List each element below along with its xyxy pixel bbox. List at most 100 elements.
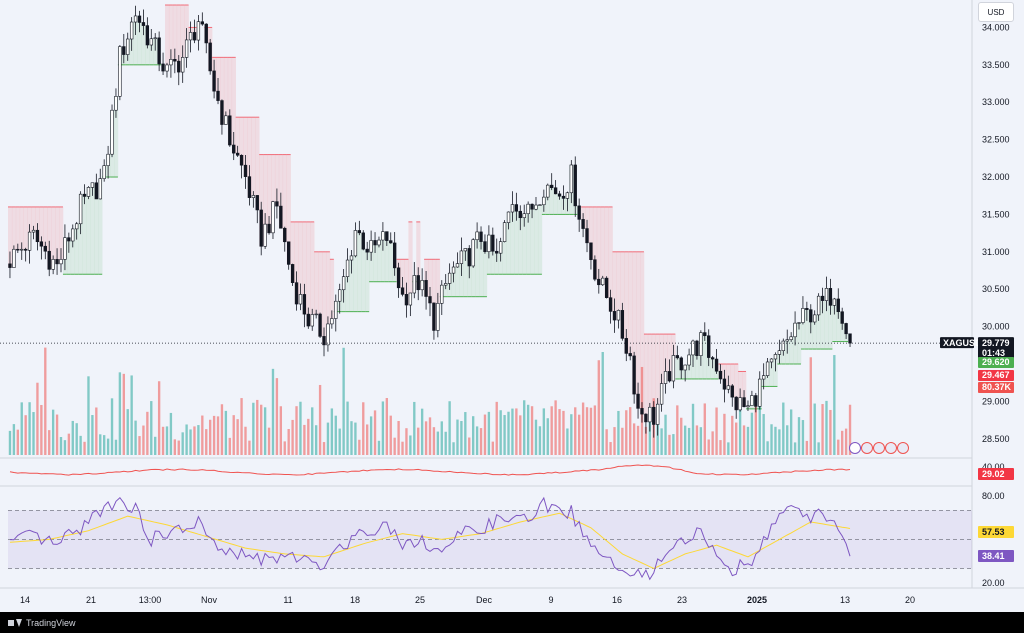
short-stop-fill: [302, 221, 307, 315]
candle-body: [157, 37, 161, 65]
candle-body: [597, 278, 601, 286]
long-stop-fill: [812, 314, 817, 350]
volume-bar: [381, 401, 385, 455]
candle-body: [455, 263, 460, 268]
volume-bar: [829, 409, 832, 455]
volume-bar: [809, 357, 812, 455]
volume-bar: [570, 414, 573, 455]
stop-short-tag: 29.467: [982, 370, 1010, 380]
volume-bar: [208, 419, 212, 455]
volume-bar: [774, 426, 777, 455]
volume-bar: [456, 419, 459, 455]
rsi-tag-bg: [978, 550, 1014, 562]
long-stop-fill: [694, 355, 700, 379]
short-stop-fill: [310, 221, 315, 315]
volume-bar: [138, 436, 141, 455]
volume-bar: [354, 422, 357, 455]
symbol-tag-bg: [940, 337, 974, 349]
long-stop-fill: [94, 198, 99, 275]
rsi-line: [9, 496, 851, 581]
volume-bar: [789, 409, 793, 455]
long-stop-fill: [467, 265, 472, 297]
candle-body: [392, 242, 397, 269]
volume-bar: [664, 414, 667, 455]
long-stop-fill: [800, 308, 806, 350]
candle-body: [793, 322, 797, 338]
candle-body: [75, 223, 79, 230]
volume-bar: [409, 435, 412, 455]
long-stop-fill: [828, 305, 833, 350]
short-stop-fill: [318, 251, 323, 337]
short-stop-fill: [329, 259, 335, 319]
candle-body: [90, 182, 95, 188]
candle-body: [27, 231, 32, 251]
volume-bar: [287, 429, 290, 455]
volume-bar: [146, 411, 149, 455]
short-stop-fill: [19, 206, 25, 250]
candle-body: [781, 340, 785, 351]
volume-bar: [118, 372, 122, 455]
candle-body: [644, 413, 648, 423]
volume-bar: [444, 431, 447, 455]
volume-bar: [244, 426, 247, 455]
volume-bar: [8, 430, 12, 455]
long-stop-fill: [797, 322, 802, 364]
chart-canvas[interactable]: 34.000 33.500 33.000 32.500 32.000 31.500 31.0…: [0, 0, 1024, 612]
price-tick-label: 29.000: [982, 396, 1010, 406]
volume-bar: [460, 421, 463, 455]
short-stop-fill: [325, 251, 331, 324]
candle-body: [263, 223, 267, 247]
short-stop-fill: [600, 206, 605, 279]
volume-bar: [577, 414, 581, 455]
candle-body: [436, 303, 440, 331]
long-stop-fill: [530, 209, 535, 275]
candle-body: [432, 302, 436, 331]
candles-layer: [8, 5, 852, 438]
candle-body: [353, 230, 358, 257]
currency-badge[interactable]: USD: [978, 2, 1014, 22]
candle-body: [39, 241, 44, 247]
tradingview-logo[interactable]: TradingView: [8, 618, 76, 628]
candle-body: [569, 164, 573, 194]
long-stop-fill: [824, 288, 829, 350]
volume-bar: [420, 408, 424, 455]
candle-body: [67, 237, 71, 242]
candle-body: [522, 213, 526, 219]
volume-bar: [589, 407, 593, 455]
candle-body: [200, 21, 204, 25]
candle-body: [659, 383, 664, 405]
long-stop-fill: [553, 193, 558, 215]
volume-bar: [212, 415, 216, 455]
candle-body: [110, 109, 114, 155]
candle-body: [349, 255, 354, 261]
candle-body: [671, 355, 676, 382]
volume-bar: [554, 400, 557, 455]
short-stop-fill: [11, 206, 17, 250]
volume-bar: [275, 378, 279, 455]
volume-bar: [236, 419, 239, 455]
mid-tick-label: 40.00: [982, 462, 1005, 472]
short-stop-fill: [643, 334, 649, 422]
candle-body: [294, 282, 299, 305]
short-stop-fill: [734, 363, 739, 410]
short-stop-fill: [8, 206, 13, 268]
volume-bar: [683, 425, 687, 455]
short-stop-fill: [165, 5, 170, 65]
candle-body: [196, 21, 201, 41]
candle-body: [750, 395, 754, 406]
volume-bar: [754, 402, 758, 455]
volume-tag: 80.37K: [982, 382, 1012, 392]
volume-bar: [75, 423, 78, 455]
short-stop-fill: [259, 154, 264, 247]
volume-bar: [318, 384, 322, 455]
short-stop-fill: [243, 117, 248, 177]
volume-bar: [656, 416, 659, 455]
candle-body: [773, 354, 778, 360]
price-tick-label: 31.000: [982, 247, 1010, 257]
long-stop-fill: [836, 311, 841, 342]
long-stop-fill: [349, 255, 354, 312]
time-tick-label: 25: [415, 595, 425, 605]
candle-body: [149, 38, 153, 46]
long-stop-fill: [455, 263, 460, 297]
